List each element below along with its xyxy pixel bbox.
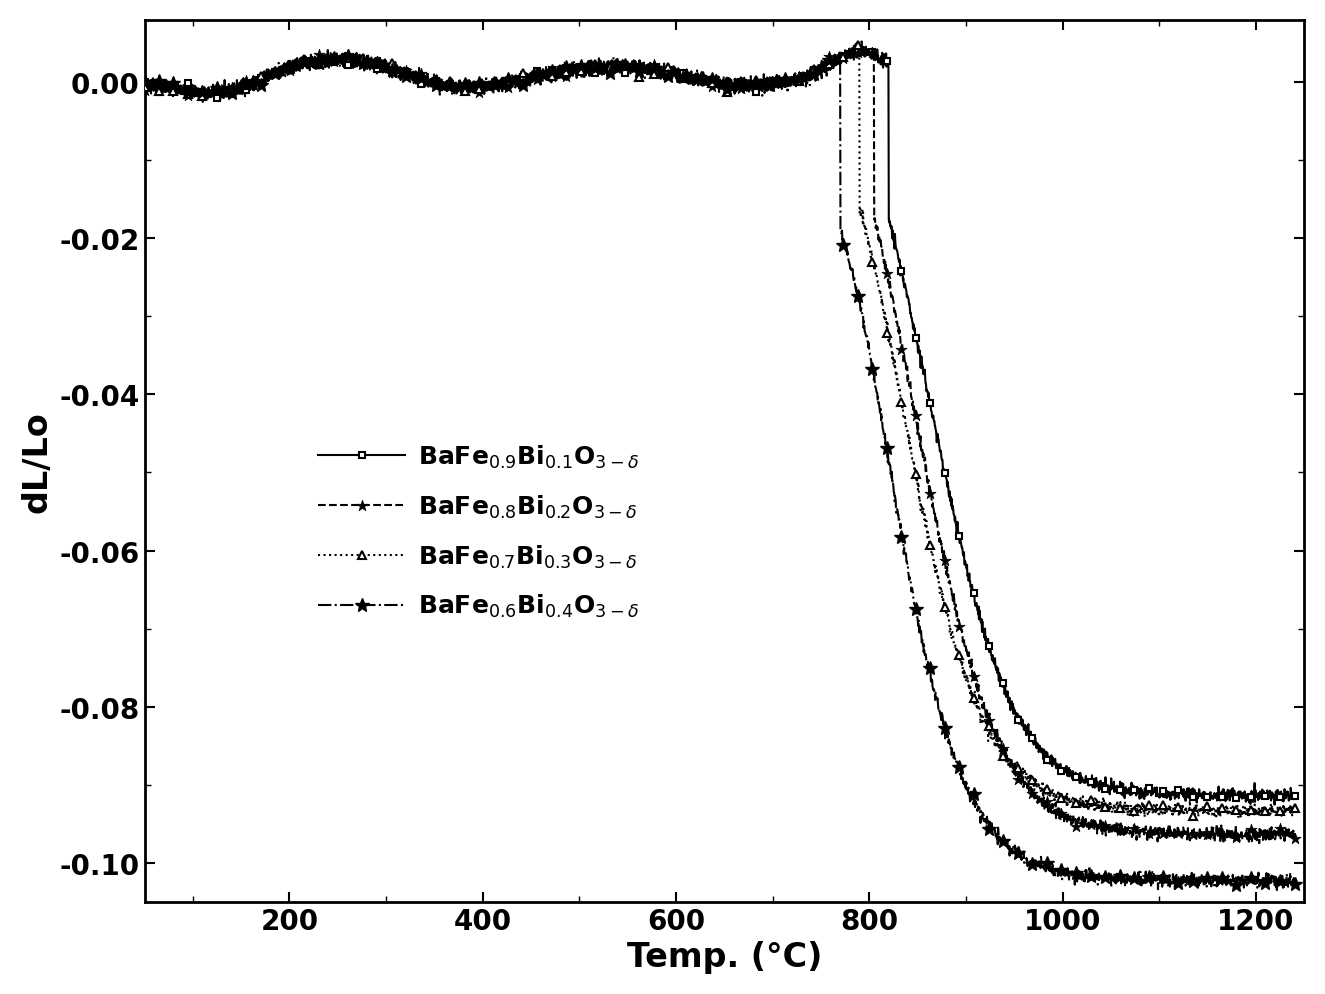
Legend: BaFe$_{0.9}$Bi$_{0.1}$O$_{3-\delta}$, BaFe$_{0.8}$Bi$_{0.2}$O$_{3-\delta}$, BaFe: BaFe$_{0.9}$Bi$_{0.1}$O$_{3-\delta}$, Ba…	[307, 433, 649, 630]
X-axis label: Temp. (°C): Temp. (°C)	[627, 940, 822, 973]
Y-axis label: dL/Lo: dL/Lo	[21, 411, 54, 512]
